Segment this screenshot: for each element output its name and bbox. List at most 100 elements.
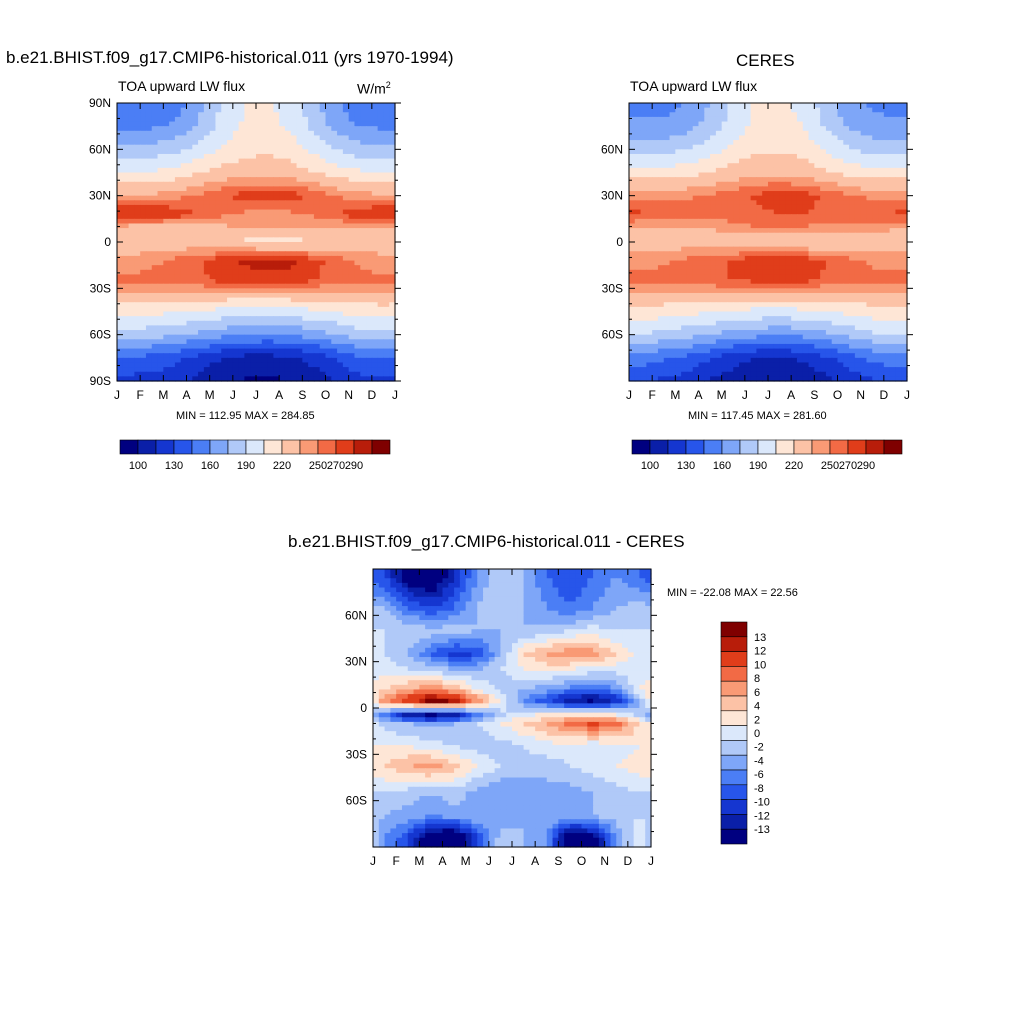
heatmap-cell [221,200,228,206]
heatmap-cell [151,251,159,257]
heatmap-cell [117,144,124,150]
heatmap-cell [675,153,682,160]
colorbar-cell [353,439,373,455]
heatmap-cell [727,103,734,109]
heatmap-cell [768,163,775,169]
heatmap-cell [354,246,361,252]
heatmap-cell [802,130,810,137]
heatmap-cell [354,269,361,276]
heatmap-cell [342,288,350,294]
heatmap-cell [866,242,873,248]
heatmap-cell [866,214,873,220]
heatmap-cell [854,223,862,229]
heatmap-cell [221,330,228,336]
heatmap-cell [889,186,897,192]
heatmap-cell [698,288,705,294]
heatmap-cell [250,274,257,280]
heatmap-cell [348,325,356,331]
heatmap-cell [744,279,752,285]
heatmap-cell [117,339,124,345]
heatmap-cell [279,107,286,113]
heatmap-cell [122,186,130,192]
heatmap-cell [895,167,902,174]
heatmap-cell [681,269,688,276]
heatmap-cell [319,283,327,289]
heatmap-cell [157,353,164,359]
heatmap-cell [313,367,321,373]
heatmap-cell [337,297,344,303]
heatmap-cell [145,260,153,266]
heatmap-cell [128,279,135,285]
heatmap-cell [377,367,385,373]
heatmap-cell [238,348,246,354]
heatmap-cell [750,153,758,160]
heatmap-cell [843,204,850,211]
heatmap-cell [744,251,752,257]
heatmap-cell [802,181,810,187]
heatmap-cell [342,269,350,276]
heatmap-cell [261,316,269,322]
heatmap-cell [198,297,205,303]
heatmap-cell [698,144,705,150]
heatmap-cell [348,130,356,137]
heatmap-cell [180,330,188,336]
heatmap-cell [302,297,309,303]
heatmap-cell [756,265,763,271]
heatmap-cell [895,126,902,132]
heatmap-cell [296,376,303,382]
heatmap-cell [209,130,217,137]
heatmap-cell [820,246,827,252]
heatmap-cell [279,242,286,248]
heatmap-cell [796,283,804,289]
heatmap-cell [872,112,879,118]
heatmap-cell [313,246,321,252]
heatmap-cell [762,246,769,252]
heatmap-cell [302,320,309,326]
heatmap-cell [825,228,833,234]
heatmap-cell [215,172,222,178]
heatmap-cell [203,339,211,345]
heatmap-cell [134,269,141,276]
heatmap-cell [337,103,344,109]
heatmap-cell [704,126,711,132]
heatmap-cell [901,130,908,137]
heatmap-cell [256,121,263,127]
heatmap-cell [360,274,367,280]
heatmap-cell [140,167,147,174]
heatmap-cell [290,274,298,280]
heatmap-cell [348,223,356,229]
heatmap-cell [273,362,280,368]
heatmap-cell [209,112,217,118]
heatmap-cell [325,260,332,266]
heatmap-cell [629,140,636,146]
heatmap-cell [837,204,844,211]
heatmap-cell [313,107,321,113]
heatmap-cell [785,255,792,262]
heatmap-cell [117,232,124,238]
heatmap-cell [796,186,804,192]
heatmap-cell [883,121,891,127]
heatmap-cell [808,242,815,248]
heatmap-cell [145,135,153,141]
heatmap-cell [657,292,665,299]
heatmap-cell [820,126,827,132]
heatmap-cell [180,339,188,345]
heatmap-cell [209,274,217,280]
heatmap-cell [878,265,885,271]
heatmap-cell [337,376,344,382]
heatmap-cell [169,209,176,215]
heatmap-cell [727,135,734,141]
heatmap-cell [808,200,815,206]
heatmap-cell [389,353,396,359]
heatmap-cell [117,311,124,317]
heatmap-cell [227,251,234,257]
heatmap-cell [215,130,222,137]
heatmap-cell [186,325,193,331]
heatmap-cell [837,214,844,220]
heatmap-cell [261,367,269,373]
heatmap-cell [634,218,642,225]
heatmap-cell [646,228,653,234]
heatmap-cell [256,191,263,197]
heatmap-cell [215,204,222,211]
heatmap-cell [302,376,309,382]
